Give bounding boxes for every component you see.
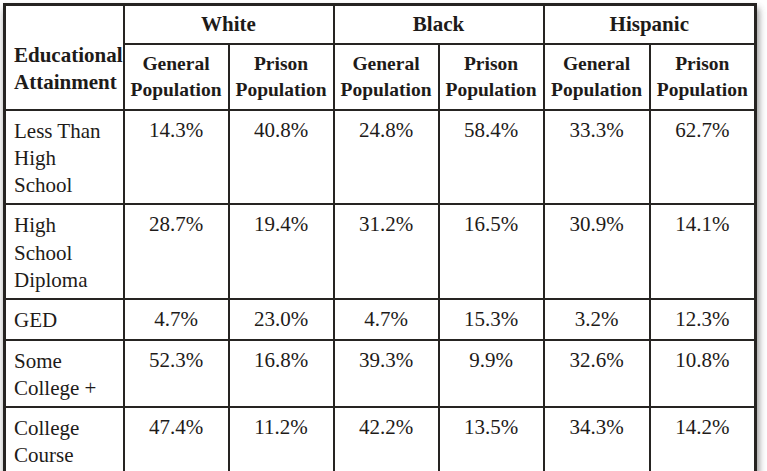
table-row-less-than-high-school: Less ThanHigh School 14.3% 40.8% 24.8% 5… [5,110,756,205]
data-cell: 33.3% [544,110,650,205]
table-row-high-school-diploma: HighSchoolDiploma 28.7% 19.4% 31.2% 16.5… [5,204,756,299]
subheader-black-general: GeneralPopulation [334,44,439,110]
data-cell: 13.5% [439,407,544,471]
data-cell: 14.3% [124,110,229,205]
data-cell: 28.7% [124,204,229,299]
row-label: Less ThanHigh School [5,110,124,205]
data-cell: 4.7% [334,299,439,339]
table-row-college-course-enrollment: CollegeCourseEnrollment 47.4% 11.2% 42.2… [5,407,756,471]
subheader-white-prison: PrisonPopulation [229,44,334,110]
subheader-white-general: GeneralPopulation [124,44,229,110]
corner-header-educational-attainment: EducationalAttainment [5,5,124,110]
data-cell: 24.8% [334,110,439,205]
row-label: SomeCollege + [5,340,124,408]
data-cell: 62.7% [650,110,756,205]
table-row-some-college: SomeCollege + 52.3% 16.8% 39.3% 9.9% 32.… [5,340,756,408]
row-label: GED [5,299,124,339]
data-cell: 12.3% [650,299,756,339]
data-cell: 32.6% [544,340,650,408]
data-cell: 11.2% [229,407,334,471]
data-cell: 34.3% [544,407,650,471]
data-cell: 42.2% [334,407,439,471]
data-cell: 52.3% [124,340,229,408]
data-cell: 4.7% [124,299,229,339]
table-container: EducationalAttainment White Black Hispan… [3,3,754,471]
data-cell: 10.8% [650,340,756,408]
data-cell: 19.4% [229,204,334,299]
row-label: HighSchoolDiploma [5,204,124,299]
data-cell: 47.4% [124,407,229,471]
data-cell: 3.2% [544,299,650,339]
data-cell: 15.3% [439,299,544,339]
data-cell: 14.2% [650,407,756,471]
subheader-hispanic-general: GeneralPopulation [544,44,650,110]
row-label: CollegeCourseEnrollment [5,407,124,471]
data-cell: 39.3% [334,340,439,408]
subheader-black-prison: PrisonPopulation [439,44,544,110]
data-cell: 30.9% [544,204,650,299]
data-cell: 40.8% [229,110,334,205]
data-cell: 16.8% [229,340,334,408]
data-cell: 58.4% [439,110,544,205]
data-cell: 16.5% [439,204,544,299]
table-row-ged: GED 4.7% 23.0% 4.7% 15.3% 3.2% 12.3% [5,299,756,339]
education-attainment-table: EducationalAttainment White Black Hispan… [3,3,757,471]
data-cell: 14.1% [650,204,756,299]
data-cell: 31.2% [334,204,439,299]
group-header-white: White [124,5,334,44]
subheader-hispanic-prison: PrisonPopulation [650,44,756,110]
group-header-black: Black [334,5,544,44]
group-header-hispanic: Hispanic [544,5,756,44]
group-header-row: EducationalAttainment White Black Hispan… [5,5,756,44]
data-cell: 23.0% [229,299,334,339]
data-cell: 9.9% [439,340,544,408]
